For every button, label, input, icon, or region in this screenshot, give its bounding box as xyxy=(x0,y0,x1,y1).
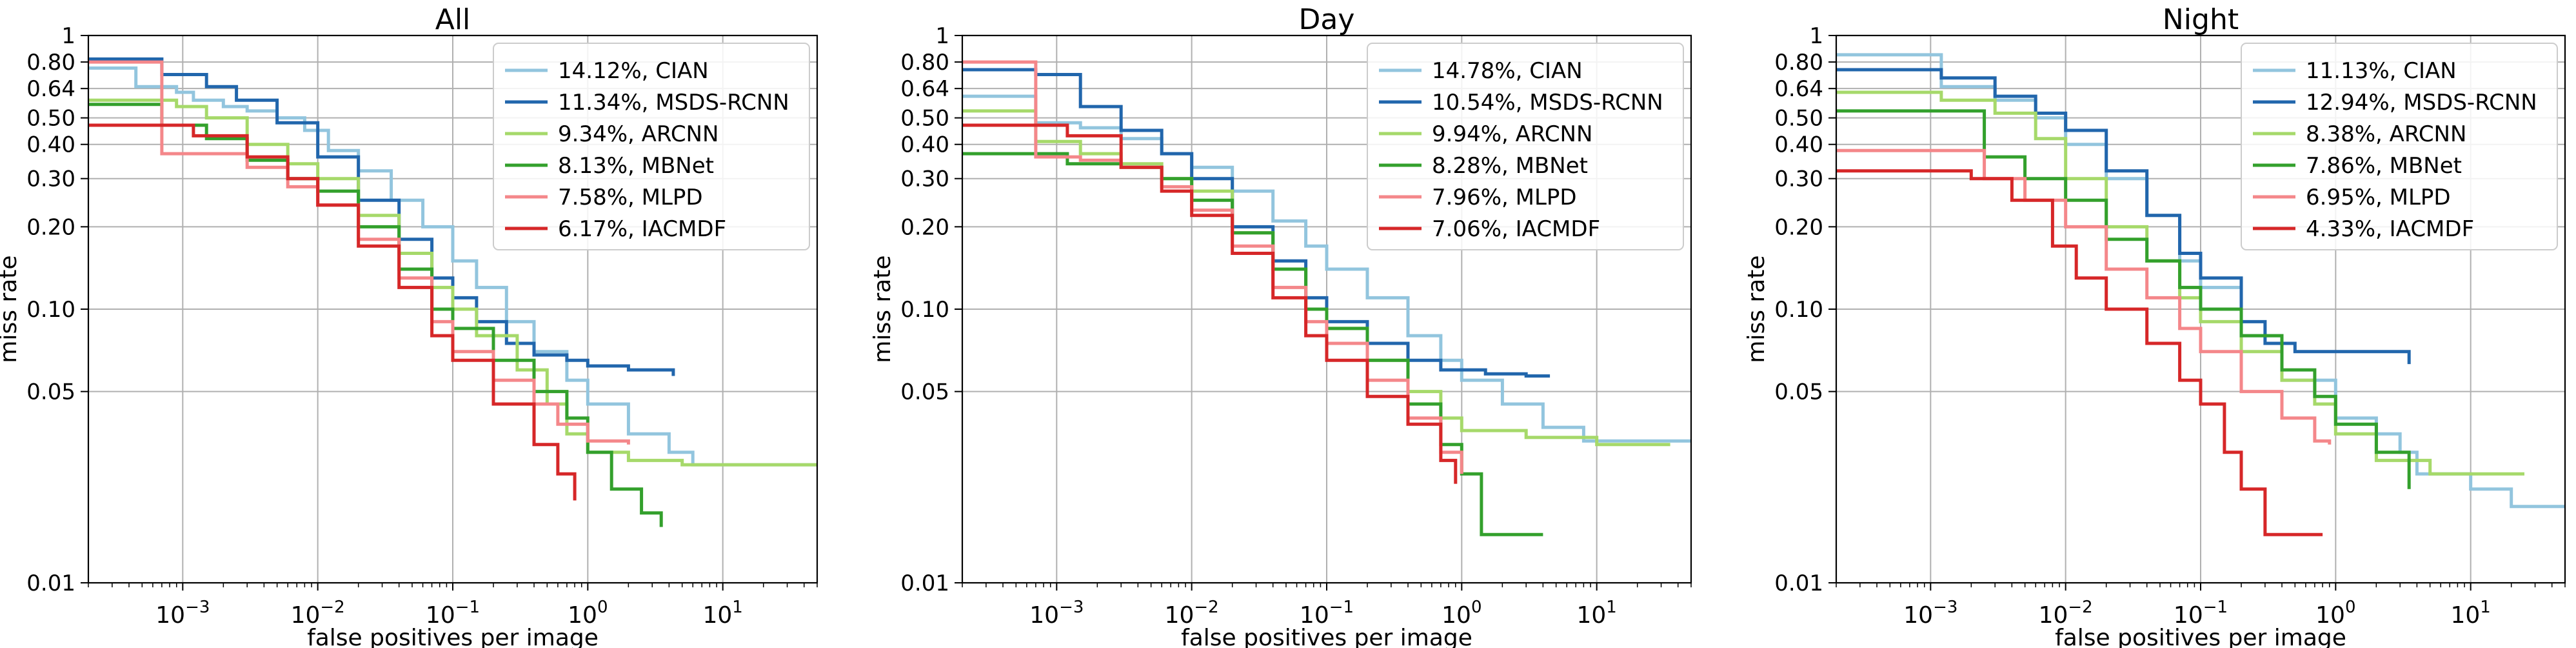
series-line xyxy=(88,66,817,467)
x-axis-label: false positives per image xyxy=(1181,625,1472,648)
x-tick-label: 100 xyxy=(568,598,608,629)
series-line xyxy=(88,123,577,501)
series-line xyxy=(962,123,1458,484)
legend-entry: 12.94%, MSDS-RCNN xyxy=(2306,90,2537,116)
y-tick-label: 0.01 xyxy=(900,571,949,596)
y-tick-label: 0.05 xyxy=(900,380,949,405)
y-tick-label: 0.40 xyxy=(900,132,949,158)
series-line xyxy=(1836,90,2524,476)
x-tick-label: 10−2 xyxy=(1165,598,1219,629)
legend-box xyxy=(2241,43,2558,250)
series-line xyxy=(962,68,1551,378)
x-tick-label: 10−2 xyxy=(291,598,345,629)
y-tick-label: 0.50 xyxy=(1774,106,1823,132)
y-tick-label: 1 xyxy=(1809,23,1823,49)
series-line xyxy=(962,94,1691,443)
legend-entry: 7.06%, IACMDF xyxy=(1432,216,1600,242)
legend-entry: 7.96%, MLPD xyxy=(1432,185,1577,210)
y-tick-label: 0.30 xyxy=(1774,167,1823,192)
x-tick-label: 10−3 xyxy=(155,598,210,629)
series-group xyxy=(1836,53,2565,536)
y-tick-label: 0.40 xyxy=(1774,132,1823,158)
legend-box xyxy=(1367,43,1684,250)
legend-entry: 6.95%, MLPD xyxy=(2306,185,2451,210)
legend: 11.13%, CIAN 12.94%, MSDS-RCNN 8.38%, ARCN… xyxy=(2241,43,2558,250)
chart-panel-day: 10−3 10−2 10−1 100 101 0.01 0.05 0.10 0.20 0.30 0.… xyxy=(869,3,1692,648)
y-tick-label: 0.30 xyxy=(900,167,949,192)
y-tick-label: 0.10 xyxy=(900,297,949,323)
y-tick-label: 0.50 xyxy=(26,106,75,132)
y-tick-label: 0.80 xyxy=(26,50,75,76)
legend-entry: 11.13%, CIAN xyxy=(2306,58,2457,84)
legend: 14.78%, CIAN 10.54%, MSDS-RCNN 9.94%, ARCN… xyxy=(1367,43,1684,250)
y-axis-label: miss rate xyxy=(1743,255,1770,363)
y-tick-label: 0.64 xyxy=(1774,76,1823,102)
series-line xyxy=(1836,109,2411,489)
legend-entry: 9.94%, ARCNN xyxy=(1432,121,1592,147)
series-group xyxy=(88,57,817,527)
y-tick-label: 0.40 xyxy=(26,132,75,158)
chart-title: Day xyxy=(1299,3,1355,36)
y-tick-label: 0.80 xyxy=(900,50,949,76)
legend-entry: 8.28%, MBNet xyxy=(1432,153,1588,179)
legend-entry: 8.13%, MBNet xyxy=(558,153,714,179)
y-tick-label: 0.64 xyxy=(26,76,75,102)
chart-panel-night: 10−3 10−2 10−1 100 101 0.01 0.05 0.10 0.20 0.30 0.… xyxy=(1743,3,2566,648)
legend-entry: 10.54%, MSDS-RCNN xyxy=(1432,90,1663,116)
y-tick-label: 0.05 xyxy=(26,380,75,405)
x-tick-label: 10−3 xyxy=(1903,598,1957,629)
legend-entry: 7.58%, MLPD xyxy=(558,185,703,210)
legend-entry: 11.34%, MSDS-RCNN xyxy=(558,90,789,116)
x-tick-label: 10−1 xyxy=(1300,598,1354,629)
series-line xyxy=(1836,169,2323,536)
legend: 14.12%, CIAN 11.34%, MSDS-RCNN 9.34%, ARCN… xyxy=(493,43,810,250)
x-axis-label: false positives per image xyxy=(2055,625,2346,648)
legend-box xyxy=(493,43,810,250)
y-tick-label: 0.01 xyxy=(1774,571,1823,596)
chart-title: All xyxy=(435,3,471,36)
y-tick-label: 0.01 xyxy=(26,571,75,596)
y-tick-label: 0.30 xyxy=(26,167,75,192)
x-tick-label: 101 xyxy=(702,598,742,629)
legend-entry: 14.78%, CIAN xyxy=(1432,58,1583,84)
y-tick-label: 1 xyxy=(935,23,949,49)
y-tick-label: 0.05 xyxy=(1774,380,1823,405)
series-line xyxy=(1836,68,2411,365)
y-tick-label: 0.10 xyxy=(26,297,75,323)
legend-entry: 6.17%, IACMDF xyxy=(558,216,726,242)
legend-entry: 14.12%, CIAN xyxy=(558,58,709,84)
y-tick-label: 0.10 xyxy=(1774,297,1823,323)
x-tick-label: 100 xyxy=(2315,598,2355,629)
legend-entry: 4.33%, IACMDF xyxy=(2306,216,2474,242)
y-tick-label: 0.20 xyxy=(1774,214,1823,240)
y-tick-label: 0.64 xyxy=(900,76,949,102)
legend-entry: 8.38%, ARCNN xyxy=(2306,121,2466,147)
x-tick-label: 101 xyxy=(1576,598,1616,629)
chart-title: Night xyxy=(2163,3,2239,36)
x-axis-label: false positives per image xyxy=(307,625,599,648)
chart-panel-all: 10−3 10−2 10−1 100 101 0.01 0.05 0.10 0.20 0.30 0.… xyxy=(0,3,818,648)
x-tick-label: 101 xyxy=(2450,598,2490,629)
series-line xyxy=(88,60,630,445)
legend-entry: 7.86%, MBNet xyxy=(2306,153,2462,179)
x-tick-label: 10−2 xyxy=(2039,598,2093,629)
x-tick-label: 10−1 xyxy=(2174,598,2228,629)
y-axis-label: miss rate xyxy=(869,255,896,363)
x-tick-label: 100 xyxy=(1442,598,1481,629)
y-tick-label: 0.20 xyxy=(26,214,75,240)
series-group xyxy=(962,60,1691,536)
x-tick-label: 10−3 xyxy=(1029,598,1084,629)
series-line xyxy=(1836,148,2332,445)
y-tick-label: 1 xyxy=(61,23,75,49)
y-tick-label: 0.80 xyxy=(1774,50,1823,76)
y-tick-label: 0.50 xyxy=(900,106,949,132)
y-axis-label: miss rate xyxy=(0,255,22,363)
y-tick-label: 0.20 xyxy=(900,214,949,240)
legend-entry: 9.34%, ARCNN xyxy=(558,121,718,147)
x-tick-label: 10−1 xyxy=(426,598,480,629)
